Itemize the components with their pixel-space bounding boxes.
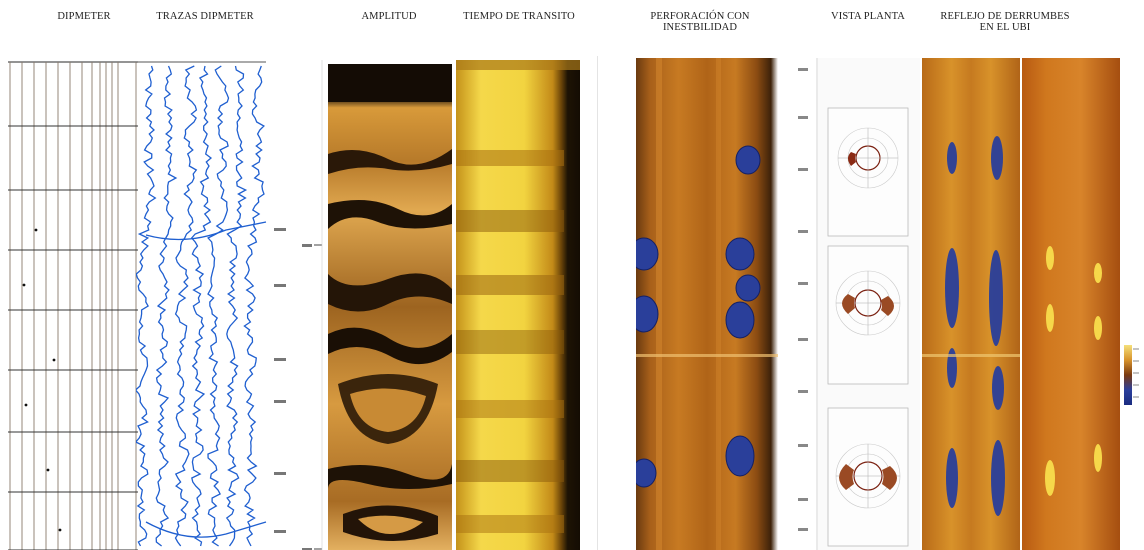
header-dipmeter: DIPMETER: [57, 11, 111, 22]
depth-scale-track: [790, 58, 818, 550]
header-reflejo-derrumbes: REFLEJO DE DERRUMBES EN EL UBI: [940, 11, 1070, 33]
header-vista-planta: VISTA PLANTA: [831, 11, 905, 22]
header-trazas-dipmeter: TRAZAS DIPMETER: [156, 11, 254, 22]
header-amplitud: AMPLITUD: [361, 11, 417, 22]
transit-time-image: [456, 60, 580, 550]
ubi-transit-image: [1022, 58, 1120, 550]
dipmeter-panel: [8, 60, 140, 550]
color-scale-ticks: [1133, 345, 1141, 405]
ubi-reflection-image: [922, 58, 1020, 550]
dipmeter-traces-panel: [136, 60, 271, 550]
borehole-instability-image: [636, 58, 778, 550]
depth-marks-amplitude: [298, 60, 324, 550]
plan-view-panel: [818, 58, 920, 550]
color-scale-legend: [1124, 345, 1132, 405]
depth-marks-left: [272, 60, 294, 550]
dipmeter-grid: [8, 61, 138, 550]
dipmeter-traces: [136, 61, 267, 547]
section-divider: [597, 56, 598, 550]
header-perforacion: PERFORACIÓN CON INESTBILIDAD: [650, 11, 750, 33]
plan-view-cross-section-2: [827, 245, 909, 385]
header-tiempo-de-transito: TIEMPO DE TRANSITO: [463, 11, 575, 22]
plan-view-cross-section-3: [827, 407, 909, 547]
plan-view-cross-section-1: [827, 107, 909, 237]
amplitude-image: [328, 64, 452, 550]
